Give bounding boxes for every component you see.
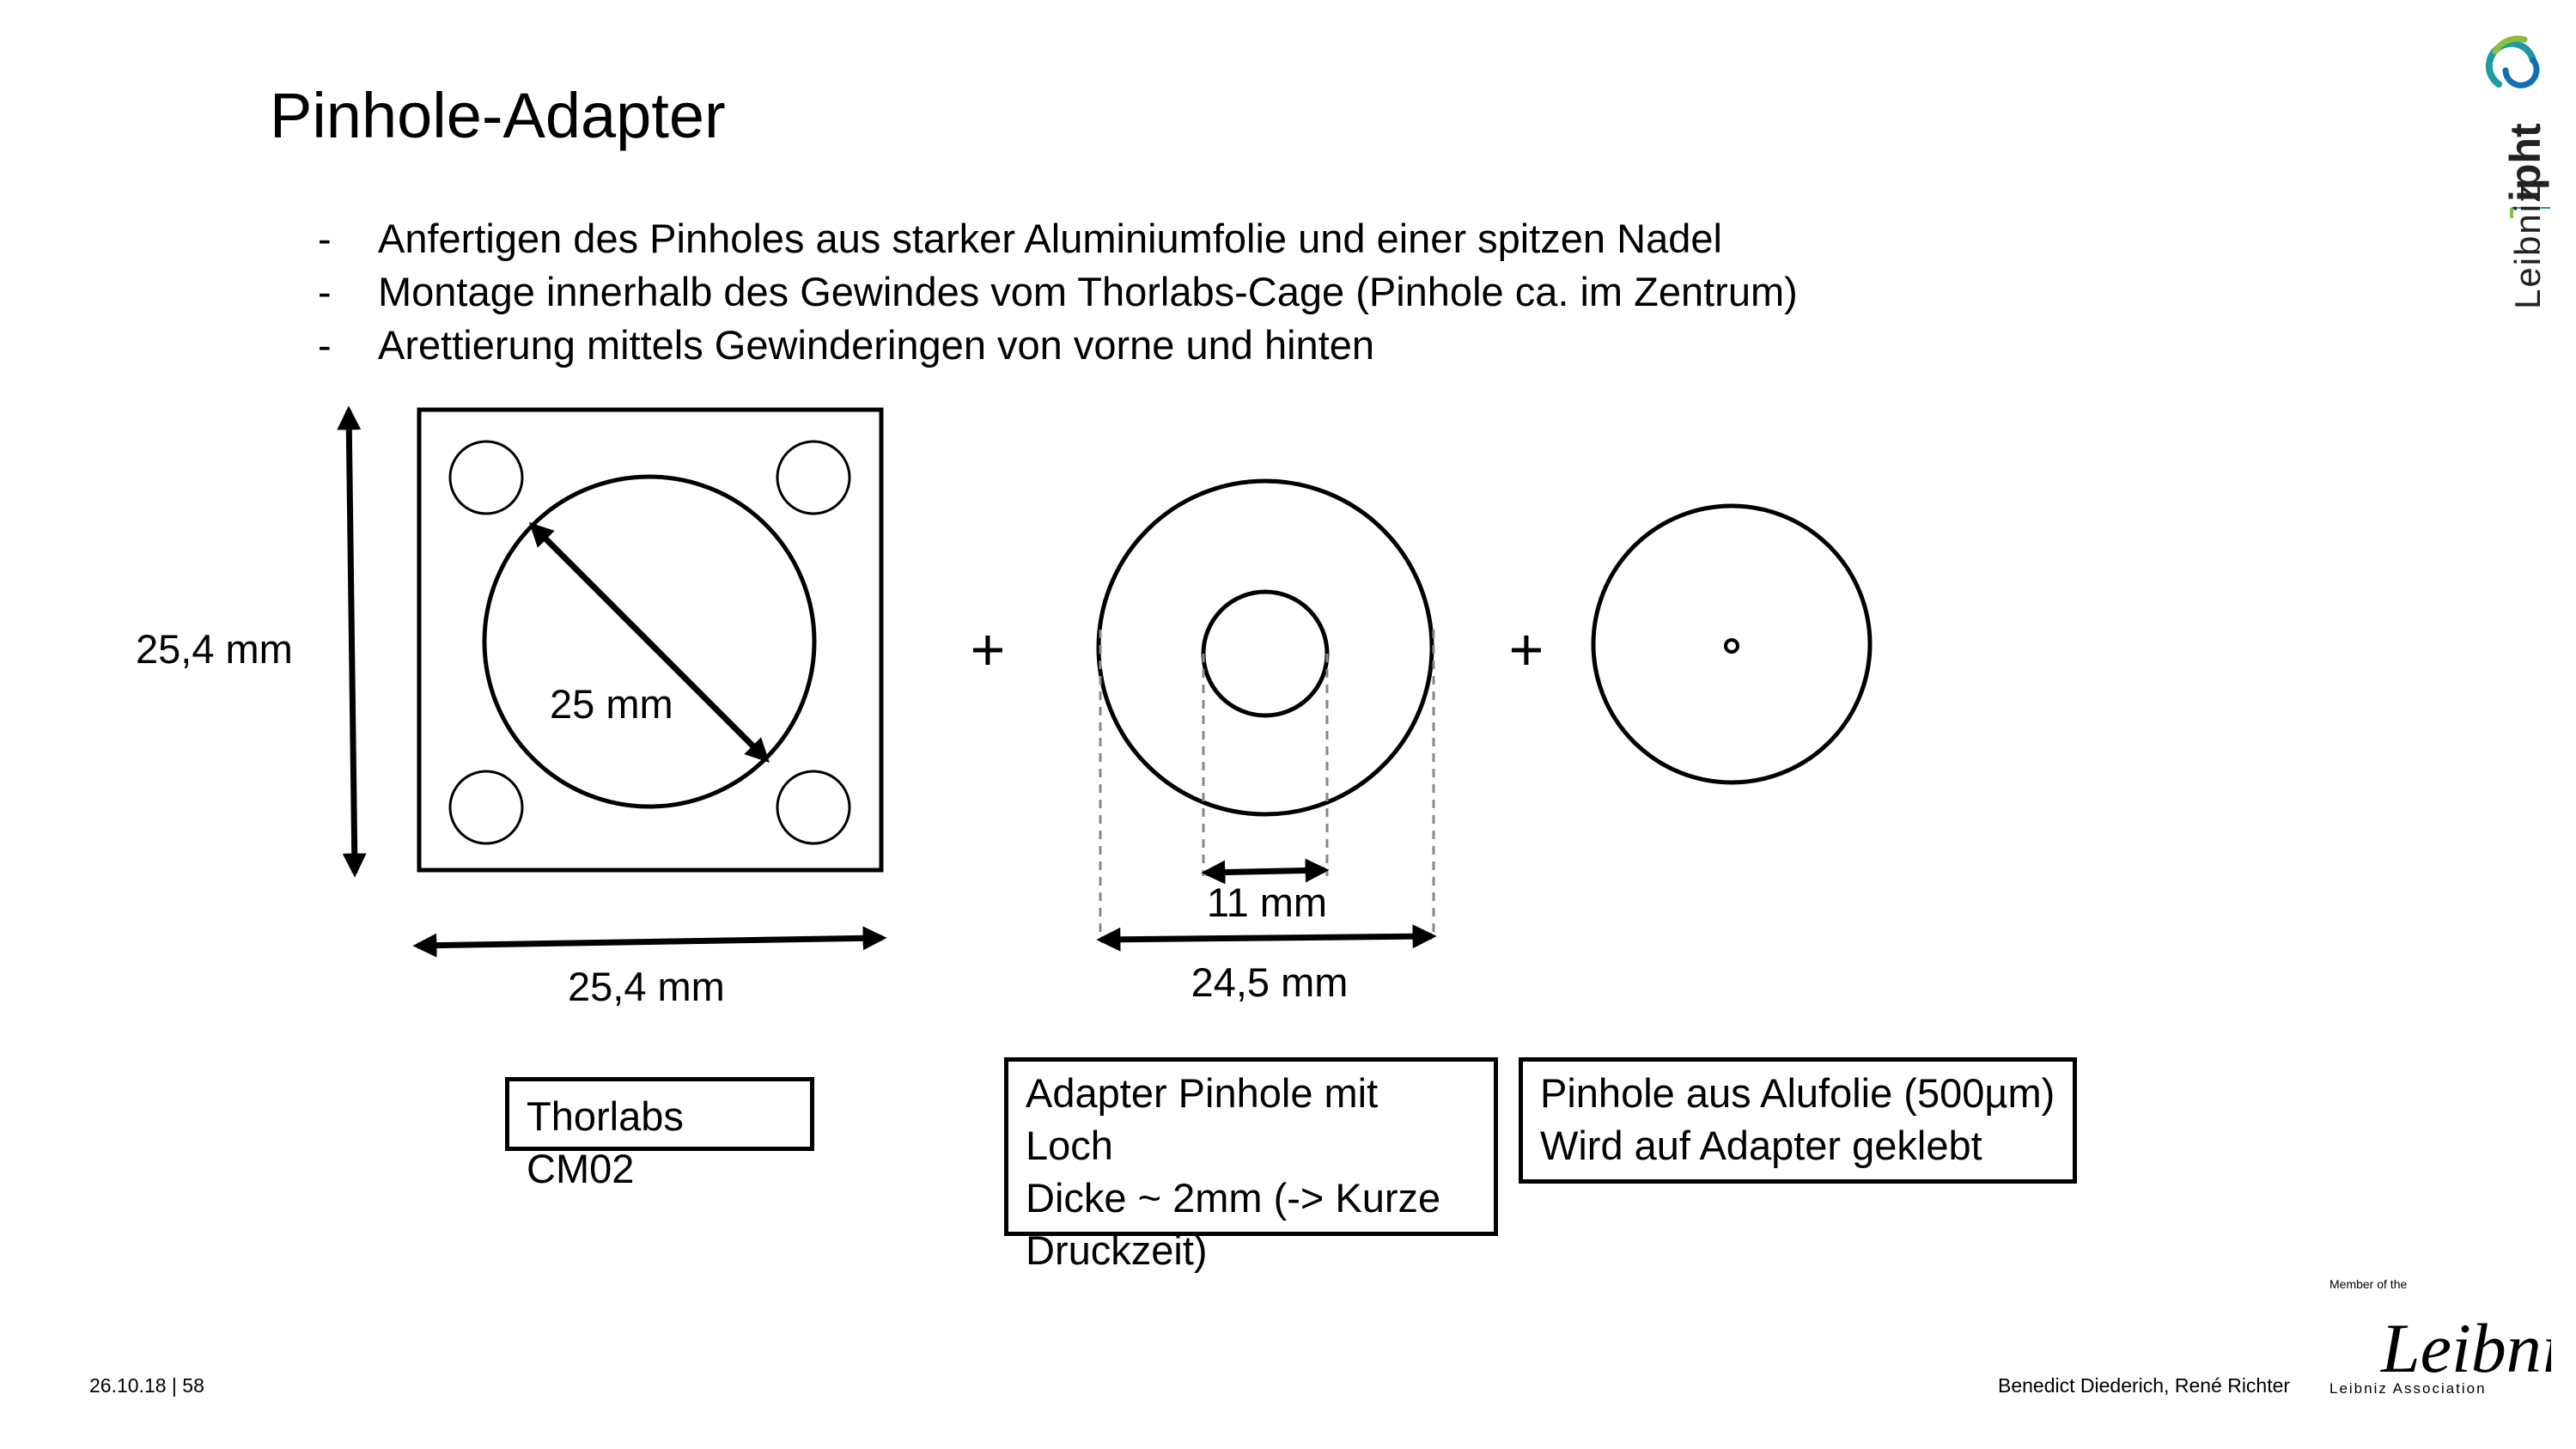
leibniz-script-signature: Leibniz <box>2380 1309 2551 1387</box>
adapter-outer-circle <box>1099 481 1432 814</box>
bore-label: 25 mm <box>550 681 673 727</box>
box-line: Dicke ~ 2mm (-> Kurze <box>1026 1172 1477 1224</box>
inner-diameter-label: 11 mm <box>1207 880 1327 925</box>
mount-hole-top-left <box>450 441 522 514</box>
outer-diameter-arrow <box>1101 936 1432 940</box>
mount-hole-bottom-right <box>777 771 850 843</box>
box-line: Druckzeit) <box>1026 1224 1477 1276</box>
plus-sign-2: + <box>1509 616 1544 683</box>
box-line: Pinhole aus Alufolie (500µm) <box>1540 1067 2055 1119</box>
outer-diameter-label: 24,5 mm <box>1191 959 1349 1005</box>
foil-disc <box>1593 506 1870 782</box>
adapter-drawing: 11 mm 24,5 mm <box>1099 481 1434 1005</box>
mount-hole-top-right <box>777 441 850 514</box>
pinhole-foil-drawing <box>1593 506 1870 782</box>
leibniz-wordmark: Leibniz <box>2507 183 2548 309</box>
height-label: 25,4 mm <box>136 626 293 672</box>
box-line: Wird auf Adapter geklebt <box>1540 1119 2055 1172</box>
pinhole-dot <box>1726 640 1738 652</box>
box-line: Adapter Pinhole mit Loch <box>1026 1067 1477 1172</box>
pinhole-box: Pinhole aus Alufolie (500µm) Wird auf Ad… <box>1519 1057 2077 1184</box>
ipht-swirl-icon <box>2489 39 2536 85</box>
height-arrow <box>349 411 355 873</box>
thorlabs-cm02-drawing: 25,4 mm 25 mm 25,4 mm <box>136 410 882 1009</box>
authors: Benedict Diederich, René Richter <box>1998 1374 2290 1397</box>
date-page-number: 26.10.18 | 58 <box>89 1374 204 1397</box>
width-arrow <box>417 938 882 946</box>
adapter-box: Adapter Pinhole mit Loch Dicke ~ 2mm (->… <box>1004 1057 1498 1236</box>
member-of-text: Member of the <box>2329 1277 2407 1291</box>
thorlabs-cm02-box: Thorlabs CM02 <box>505 1077 814 1151</box>
mount-hole-bottom-left <box>450 771 522 843</box>
inner-diameter-arrow <box>1206 870 1325 873</box>
width-label: 25,4 mm <box>568 964 725 1009</box>
adapter-inner-hole <box>1203 592 1327 715</box>
leibniz-association-text: Leibniz Association <box>2329 1380 2487 1397</box>
leibniz-association-logo: Member of the Leibniz Leibniz Associatio… <box>2319 1275 2551 1430</box>
leibniz-ipht-logo: ipht Leibniz <box>2464 26 2559 318</box>
plus-sign-1: + <box>971 616 1006 683</box>
